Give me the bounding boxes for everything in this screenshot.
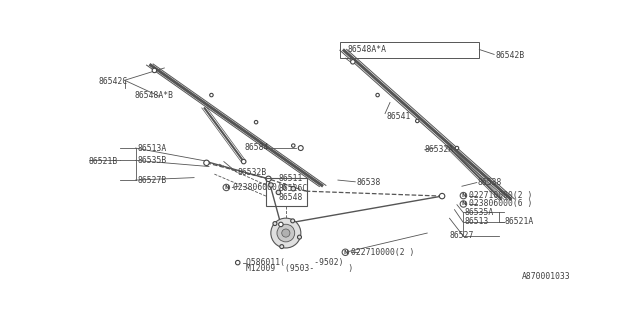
Ellipse shape <box>210 93 213 97</box>
Text: N: N <box>461 193 466 198</box>
Text: M12009  (9503-       ): M12009 (9503- ) <box>246 264 353 273</box>
Text: 86521A: 86521A <box>504 218 533 227</box>
Text: N: N <box>343 250 348 255</box>
Text: 86513A: 86513A <box>137 144 166 153</box>
Text: 86527B: 86527B <box>137 176 166 185</box>
Text: 86535B: 86535B <box>137 156 166 165</box>
Ellipse shape <box>254 120 258 124</box>
Ellipse shape <box>266 176 271 181</box>
Ellipse shape <box>351 60 355 64</box>
Text: 86538: 86538 <box>356 178 381 187</box>
Text: 023806000(6 ): 023806000(6 ) <box>469 199 532 209</box>
Ellipse shape <box>277 224 294 242</box>
Text: 86521B: 86521B <box>89 157 118 166</box>
Text: 86548A*A: 86548A*A <box>348 45 387 54</box>
Text: Q586011(      -9502): Q586011( -9502) <box>246 258 344 267</box>
Text: 86584: 86584 <box>244 143 269 152</box>
Ellipse shape <box>460 192 467 199</box>
Text: 86542B: 86542B <box>495 51 524 60</box>
Ellipse shape <box>204 160 209 165</box>
Ellipse shape <box>152 68 157 73</box>
Ellipse shape <box>455 146 459 150</box>
Ellipse shape <box>280 244 284 249</box>
Text: 86511: 86511 <box>278 174 303 183</box>
Ellipse shape <box>415 119 419 123</box>
Text: 86548: 86548 <box>278 193 303 202</box>
Ellipse shape <box>439 193 445 199</box>
Text: 86527: 86527 <box>449 231 474 240</box>
Text: 86535A: 86535A <box>465 208 493 217</box>
Text: 86541: 86541 <box>386 111 410 121</box>
Ellipse shape <box>271 218 301 248</box>
Ellipse shape <box>292 144 295 147</box>
Ellipse shape <box>278 222 283 227</box>
Ellipse shape <box>291 187 296 191</box>
Text: 86526C: 86526C <box>278 184 308 193</box>
Ellipse shape <box>291 219 294 223</box>
Ellipse shape <box>276 190 280 195</box>
Ellipse shape <box>223 184 230 191</box>
Ellipse shape <box>376 93 380 97</box>
Ellipse shape <box>342 249 349 255</box>
Ellipse shape <box>273 221 277 226</box>
Ellipse shape <box>298 146 303 150</box>
Ellipse shape <box>298 235 301 239</box>
Text: 86513: 86513 <box>465 218 489 227</box>
Text: N: N <box>224 185 228 190</box>
Text: 86532A: 86532A <box>425 145 454 154</box>
Text: 86542C: 86542C <box>99 77 128 86</box>
Text: N: N <box>461 202 466 206</box>
Text: 86548A*B: 86548A*B <box>134 91 173 100</box>
Ellipse shape <box>460 201 467 207</box>
Text: 022710000(2 ): 022710000(2 ) <box>469 191 532 200</box>
Ellipse shape <box>269 183 273 187</box>
Text: A870001033: A870001033 <box>522 272 570 281</box>
Text: 86538: 86538 <box>478 178 502 187</box>
Text: 86532B: 86532B <box>237 168 266 177</box>
Ellipse shape <box>241 159 246 164</box>
FancyBboxPatch shape <box>340 42 479 58</box>
Text: 023806000(6 ): 023806000(6 ) <box>233 183 296 192</box>
Ellipse shape <box>282 229 290 237</box>
Text: 022710000(2 ): 022710000(2 ) <box>351 248 415 257</box>
Ellipse shape <box>236 260 240 265</box>
